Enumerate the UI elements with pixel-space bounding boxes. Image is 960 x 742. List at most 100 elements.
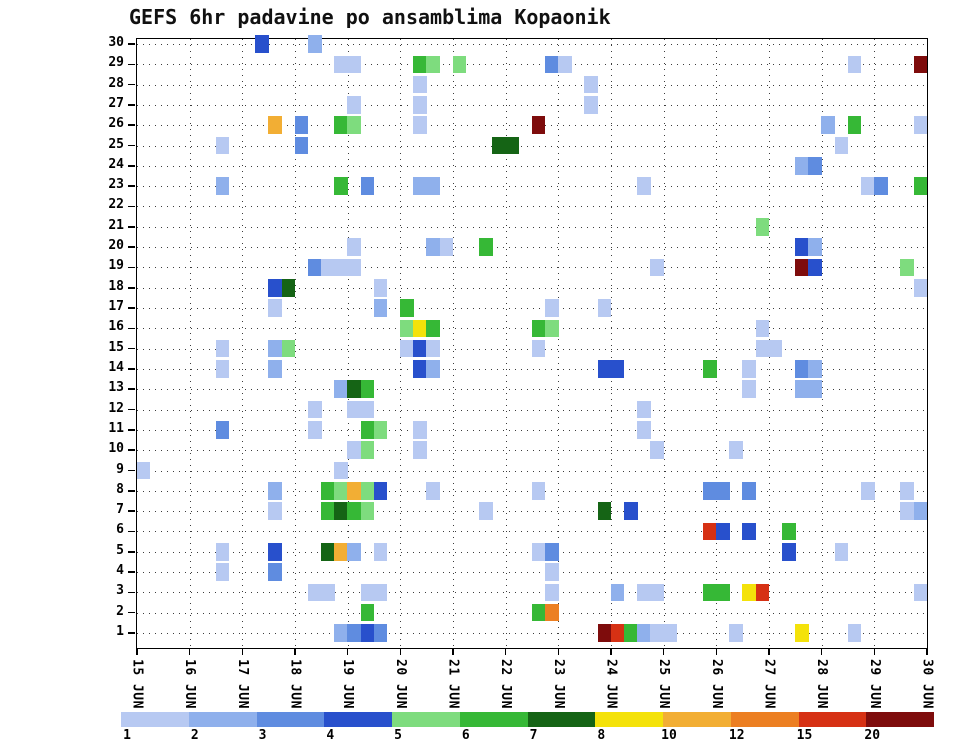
heatmap-cell (334, 502, 348, 520)
colorbar-segment (798, 712, 867, 727)
heatmap-cell (268, 502, 283, 520)
heatmap-cell (834, 136, 849, 155)
colorbar-segment (730, 712, 799, 727)
heatmap-cell (742, 522, 757, 541)
heatmap-cell (808, 360, 822, 378)
y-tick-label: 28 (108, 75, 124, 91)
heatmap-cell (847, 55, 862, 74)
y-axis-tick (128, 347, 136, 350)
x-axis-tick (452, 648, 454, 655)
heatmap-cell (360, 380, 375, 399)
heatmap-cell (268, 542, 283, 561)
heatmap-cell (347, 55, 362, 74)
heatmap-cell (637, 177, 651, 195)
heatmap-cell (544, 299, 559, 317)
y-axis-tick (128, 225, 136, 228)
x-axis-tick (820, 648, 823, 655)
heatmap-cell (900, 258, 915, 277)
heatmap-cell (597, 299, 612, 317)
heatmap-cell (663, 624, 678, 642)
heatmap-cell (255, 35, 269, 53)
heatmap-cell (360, 400, 375, 419)
y-axis-tick (128, 266, 136, 269)
vertical-gridline (505, 39, 507, 648)
heatmap-cell (610, 360, 625, 378)
heatmap-cell (281, 339, 296, 358)
heatmap-cell (334, 177, 348, 195)
heatmap-cell (321, 482, 335, 500)
heatmap-cell (531, 482, 546, 500)
heatmap-cell (821, 116, 836, 135)
heatmap-cell (913, 583, 928, 602)
horizontal-gridline (137, 287, 927, 289)
horizontal-gridline (137, 145, 927, 147)
x-axis-tick (504, 648, 507, 655)
x-tick-label: 16 JUN (182, 659, 198, 709)
heatmap-cell (755, 583, 770, 602)
y-axis-tick (128, 327, 136, 330)
heatmap-cell (215, 177, 230, 195)
heatmap-cell (755, 319, 770, 338)
heatmap-cell (360, 441, 375, 459)
heatmap-cell (716, 522, 730, 541)
vertical-gridline (189, 39, 191, 648)
x-tick-label: 17 JUN (234, 659, 250, 709)
heatmap-cell (347, 502, 362, 520)
y-tick-label: 11 (108, 420, 124, 436)
x-axis-tick (188, 648, 191, 655)
plot-area (128, 35, 928, 655)
x-axis-tick (294, 648, 296, 655)
heatmap-cell (505, 136, 520, 155)
heatmap-cell (847, 116, 862, 135)
heatmap-cell (623, 624, 638, 642)
x-axis-tick (346, 648, 349, 655)
y-tick-label: 1 (116, 624, 124, 639)
heatmap-cell (492, 136, 506, 155)
x-tick-label: 22 JUN (498, 659, 514, 709)
x-axis-tick (926, 648, 928, 655)
y-tick-label: 4 (116, 563, 124, 579)
heatmap-cell (347, 482, 362, 500)
y-tick-label: 5 (116, 542, 124, 558)
heatmap-cell (373, 421, 388, 439)
horizontal-gridline (137, 389, 927, 391)
x-axis-tick (136, 648, 138, 655)
heatmap-cell (281, 278, 296, 297)
heatmap-cell (544, 55, 559, 74)
x-axis-labels: 15 JUN 16 JUN 17 JUN 18 JUN 19 JUN 20 JUN 21 J… (130, 659, 935, 729)
colorbar-segment (256, 712, 325, 727)
heatmap-cell (650, 583, 664, 602)
y-axis-tick (128, 246, 136, 248)
heatmap-cell (426, 238, 441, 256)
x-tick-label: 30 JUN (919, 659, 935, 709)
colorbar-label: 3 (258, 728, 267, 742)
horizontal-gridline (137, 572, 927, 574)
heatmap-cell (426, 339, 441, 358)
y-axis-tick (128, 408, 136, 411)
y-axis-tick (128, 104, 136, 106)
heatmap-cell (413, 116, 427, 135)
heatmap-cell (913, 116, 928, 135)
heatmap-cell (268, 116, 283, 135)
x-tick-label: 28 JUN (814, 659, 830, 709)
heatmap-cell (400, 299, 414, 317)
x-tick-label: 21 JUN (445, 659, 461, 709)
heatmap-cell (347, 542, 362, 561)
heatmap-cell (400, 339, 414, 358)
y-axis-tick (128, 469, 136, 472)
y-tick-label: 27 (108, 95, 124, 111)
heatmap-cell (544, 319, 559, 338)
heatmap-cell (742, 360, 757, 378)
y-tick-label: 30 (108, 35, 124, 50)
y-tick-label: 7 (116, 502, 124, 518)
heatmap-cell (360, 177, 375, 195)
x-tick-label: 15 JUN (129, 659, 145, 709)
heatmap-cell (900, 482, 915, 500)
heatmap-cell (479, 238, 493, 256)
heatmap-cell (637, 400, 651, 419)
heatmap-cell (334, 380, 348, 399)
heatmap-cell (808, 380, 822, 399)
y-axis-tick (128, 286, 136, 289)
colorbar-label: 5 (394, 728, 402, 742)
